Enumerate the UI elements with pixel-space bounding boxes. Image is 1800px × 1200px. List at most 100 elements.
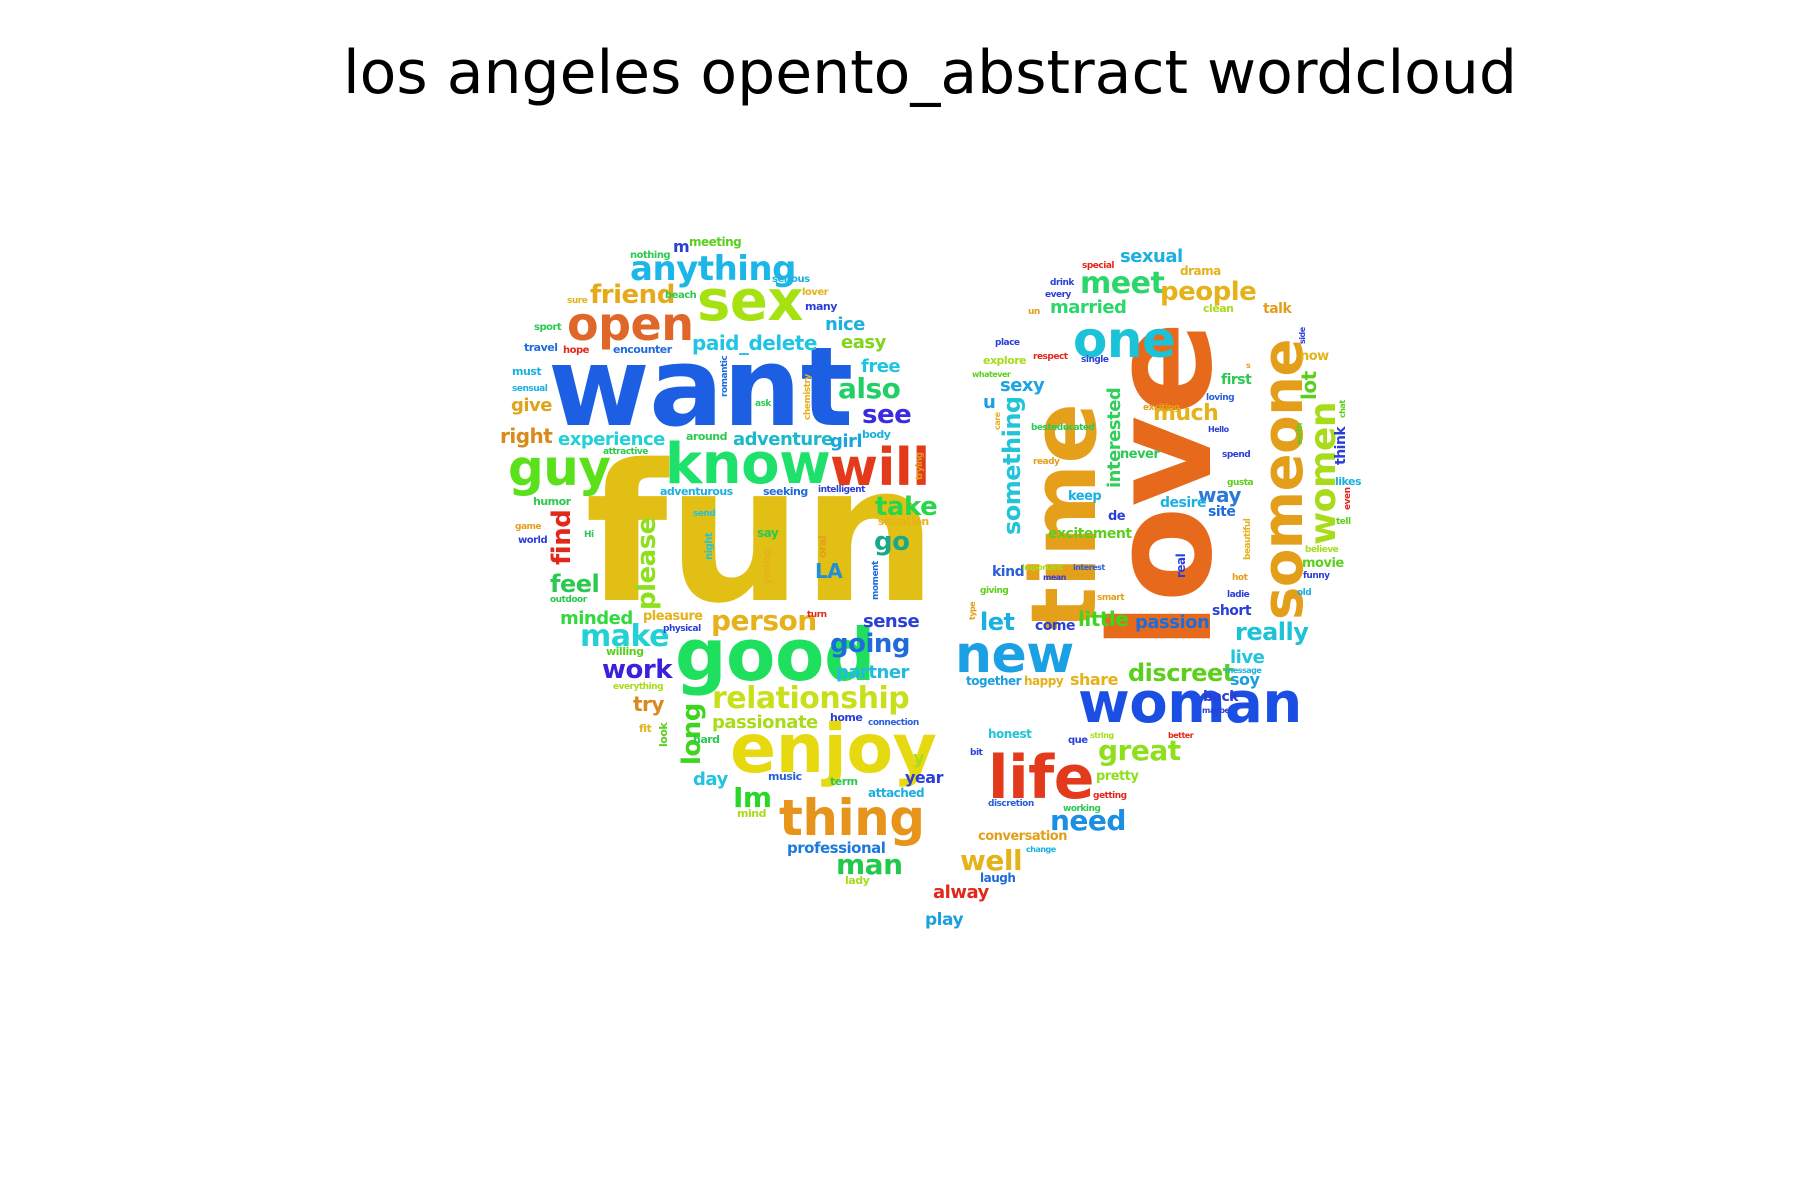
word-take: take xyxy=(875,492,937,522)
word-laugh: laugh xyxy=(980,871,1015,885)
word-sex: sex xyxy=(697,269,803,334)
word-sure: sure xyxy=(567,296,588,306)
word-happy: happy xyxy=(1024,674,1064,688)
word-explore: explore xyxy=(983,354,1026,367)
word-really: really xyxy=(1235,618,1309,646)
word-soy: soy xyxy=(1230,670,1261,689)
word-honest: honest xyxy=(988,727,1032,741)
word-outdoor: outdoor xyxy=(550,595,588,605)
word-excitement: excitement xyxy=(1048,526,1132,542)
word-together: together xyxy=(966,674,1022,688)
word-night: night xyxy=(704,532,715,560)
word-open: open xyxy=(567,297,693,351)
word-adventurous: adventurous xyxy=(660,485,734,498)
word-spend: spend xyxy=(1222,450,1250,460)
word-sexual: sexual xyxy=(1120,246,1183,267)
word-play: play xyxy=(925,910,963,930)
word-passionate: passionate xyxy=(712,712,818,733)
word-day: day xyxy=(693,769,728,790)
word-la: LA xyxy=(815,559,843,583)
word-know: know xyxy=(665,432,830,497)
word-friend: friend xyxy=(590,280,675,310)
word-someone: someone xyxy=(1251,339,1316,620)
word-sense: sense xyxy=(863,611,919,632)
word-discretion: discretion xyxy=(988,799,1034,809)
word-home: home xyxy=(830,711,862,724)
word-ready: ready xyxy=(1033,457,1060,467)
word-easy: easy xyxy=(841,332,887,353)
word-professional: professional xyxy=(787,839,885,857)
word-something: something xyxy=(998,396,1026,535)
word-relationship: relationship xyxy=(712,681,909,716)
word-guy: guy xyxy=(508,439,610,497)
word-enjoy: enjoy xyxy=(730,710,937,789)
word-connection: connection xyxy=(868,718,919,728)
word-pretty: pretty xyxy=(1096,769,1139,784)
word-earth: earth xyxy=(1295,422,1304,445)
word-women: women xyxy=(1303,402,1344,545)
word-care: care xyxy=(993,411,1002,430)
word-many: many xyxy=(805,300,837,313)
word-man: man xyxy=(836,848,903,881)
word-year: year xyxy=(905,768,944,787)
word-great: great xyxy=(1098,734,1181,767)
word-life: life xyxy=(988,743,1094,813)
word-around: around xyxy=(686,430,727,443)
word-woman: woman xyxy=(1078,671,1302,736)
word-string: string xyxy=(1090,731,1114,740)
word-long: long xyxy=(677,703,707,765)
word-y: y xyxy=(913,748,925,769)
word-trying: trying xyxy=(915,452,925,480)
word-live: live xyxy=(1230,647,1265,668)
word-attractive: attractive xyxy=(603,447,648,457)
word-drama: drama xyxy=(1180,264,1221,278)
word-besteducated: besteducated xyxy=(1031,423,1094,433)
word-interest: interest xyxy=(1073,563,1105,572)
word-serious: serious xyxy=(772,274,810,285)
word-alway: alway xyxy=(933,882,990,903)
word-talk: talk xyxy=(1263,301,1292,317)
word-important: important xyxy=(1022,563,1063,572)
word-love: love xyxy=(1081,322,1244,650)
word-beach: beach xyxy=(665,290,697,301)
word-well: well xyxy=(960,844,1022,877)
word-much: much xyxy=(1153,401,1218,426)
word-one: one xyxy=(1073,311,1175,369)
word-moment: moment xyxy=(871,560,881,600)
word-lady: lady xyxy=(845,874,870,887)
word-im: Im xyxy=(733,781,772,814)
word-must: must xyxy=(512,365,541,378)
word-whatever: whatever xyxy=(972,370,1011,379)
word-feel: feel xyxy=(550,570,599,598)
word-give: give xyxy=(511,395,552,416)
word-make: make xyxy=(580,619,669,654)
word-think: think xyxy=(1333,426,1349,465)
word-movie: movie xyxy=(1302,556,1344,571)
word-experience: experience xyxy=(558,429,665,450)
word-chat: chat xyxy=(1338,400,1347,418)
word-fun: fun xyxy=(585,424,937,645)
word-partner: partner xyxy=(836,662,910,683)
word-free: free xyxy=(861,356,900,377)
word-old: old xyxy=(1297,588,1311,598)
word-now: now xyxy=(1300,349,1329,364)
word-working: working xyxy=(1063,804,1100,814)
word-time: time xyxy=(1012,403,1117,630)
word-come: come xyxy=(1035,618,1075,634)
word-lot: lot xyxy=(1297,370,1321,400)
word-fit: fit xyxy=(639,722,652,735)
word-turn: turn xyxy=(807,610,827,620)
word-way: way xyxy=(1198,483,1241,507)
word-hello: Hello xyxy=(1208,425,1230,434)
word-bit: bit xyxy=(970,748,984,758)
word-maybe: maybe xyxy=(1202,706,1230,715)
word-try: try xyxy=(633,692,664,716)
word-back: back xyxy=(1203,689,1239,705)
word-getting: getting xyxy=(1093,791,1127,801)
word-tell: tell xyxy=(1336,517,1351,527)
word-site: site xyxy=(1208,504,1235,520)
word-nothing: nothing xyxy=(630,250,670,261)
word-thing: thing xyxy=(779,789,925,847)
word-humor: humor xyxy=(533,495,572,508)
